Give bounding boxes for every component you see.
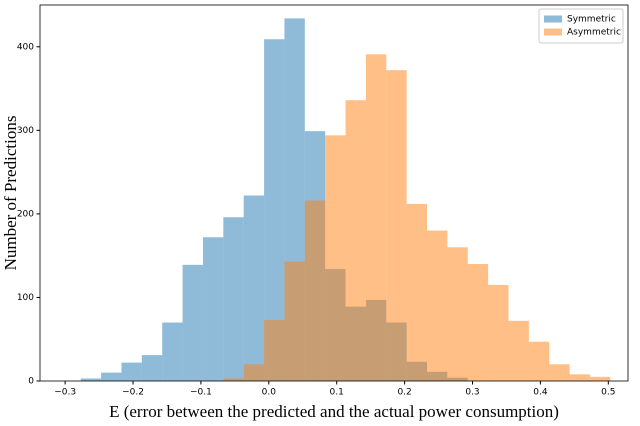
bar — [406, 203, 428, 381]
y-tick-label: 100 — [17, 293, 34, 303]
bar — [121, 362, 142, 381]
bar — [101, 372, 122, 381]
bar — [589, 376, 611, 381]
bar — [569, 374, 590, 381]
y-axis-title: Number of Predictions — [1, 116, 20, 271]
y-tick-label: 0 — [28, 377, 34, 387]
bar — [508, 320, 529, 381]
bar — [141, 355, 163, 381]
bar — [223, 217, 244, 381]
plot-frame — [39, 4, 629, 382]
x-tick-label: −0.3 — [54, 388, 76, 398]
x-axis-title: E (error between the predicted and the a… — [109, 402, 559, 421]
bar — [243, 195, 265, 381]
bar — [447, 247, 468, 381]
x-tick-label: 0.0 — [262, 388, 277, 398]
bar — [467, 264, 489, 381]
x-tick-label: 0.5 — [601, 388, 615, 398]
bar — [202, 237, 224, 381]
bar — [488, 284, 509, 381]
x-tick-label: 0.3 — [465, 388, 479, 398]
bar — [365, 54, 387, 381]
x-tick-label: 0.1 — [330, 388, 344, 398]
bar — [182, 264, 203, 381]
bar — [264, 320, 285, 381]
bar — [264, 39, 285, 381]
legend: Symmetric Asymmetric — [538, 8, 624, 44]
bar — [528, 341, 550, 381]
x-tick-label: −0.1 — [190, 388, 212, 398]
legend-label: Symmetric — [567, 15, 616, 25]
bar — [549, 364, 570, 381]
bar — [162, 322, 183, 381]
y-tick-label: 300 — [17, 126, 34, 136]
bar — [304, 200, 326, 381]
legend-label: Asymmetric — [567, 28, 621, 38]
bar — [345, 100, 366, 382]
bar — [243, 364, 265, 381]
x-tick-label: 0.4 — [533, 388, 548, 398]
x-tick-label: 0.2 — [397, 388, 411, 398]
y-tick-label: 400 — [17, 42, 34, 52]
bar — [80, 378, 102, 381]
legend-swatch — [544, 15, 562, 23]
legend-swatch — [544, 28, 562, 36]
x-tick-label: −0.2 — [122, 388, 144, 398]
bar — [427, 230, 448, 381]
bar — [386, 70, 407, 381]
bar — [325, 135, 346, 381]
bar — [223, 378, 244, 381]
bar — [284, 261, 305, 381]
y-tick-label: 200 — [17, 209, 34, 219]
